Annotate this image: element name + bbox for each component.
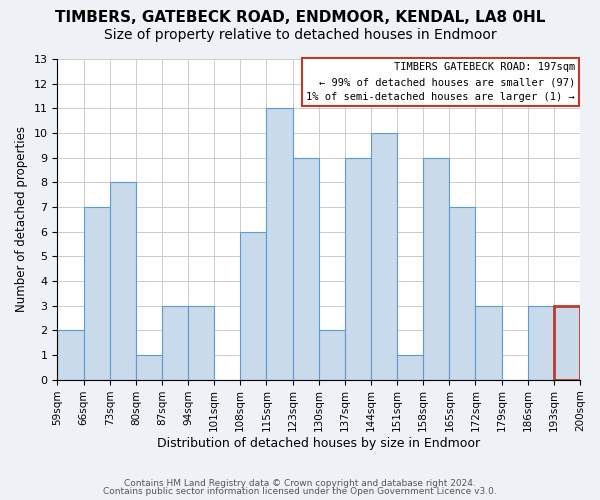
Bar — [371, 133, 397, 380]
X-axis label: Distribution of detached houses by size in Endmoor: Distribution of detached houses by size … — [157, 437, 480, 450]
Bar — [188, 306, 214, 380]
Bar — [136, 355, 162, 380]
Bar — [449, 207, 475, 380]
Bar — [162, 306, 188, 380]
Text: Contains public sector information licensed under the Open Government Licence v3: Contains public sector information licen… — [103, 487, 497, 496]
Bar — [423, 158, 449, 380]
Bar — [397, 355, 423, 380]
Text: Contains HM Land Registry data © Crown copyright and database right 2024.: Contains HM Land Registry data © Crown c… — [124, 478, 476, 488]
Text: TIMBERS, GATEBECK ROAD, ENDMOOR, KENDAL, LA8 0HL: TIMBERS, GATEBECK ROAD, ENDMOOR, KENDAL,… — [55, 10, 545, 25]
Bar — [554, 306, 580, 380]
Bar — [266, 108, 293, 380]
Bar — [475, 306, 502, 380]
Bar — [241, 232, 266, 380]
Bar — [319, 330, 345, 380]
Bar — [110, 182, 136, 380]
Bar — [58, 330, 83, 380]
Text: Size of property relative to detached houses in Endmoor: Size of property relative to detached ho… — [104, 28, 496, 42]
Bar — [83, 207, 110, 380]
Bar — [293, 158, 319, 380]
Bar — [528, 306, 554, 380]
Text: TIMBERS GATEBECK ROAD: 197sqm
← 99% of detached houses are smaller (97)
1% of se: TIMBERS GATEBECK ROAD: 197sqm ← 99% of d… — [306, 62, 575, 102]
Y-axis label: Number of detached properties: Number of detached properties — [15, 126, 28, 312]
Bar — [345, 158, 371, 380]
